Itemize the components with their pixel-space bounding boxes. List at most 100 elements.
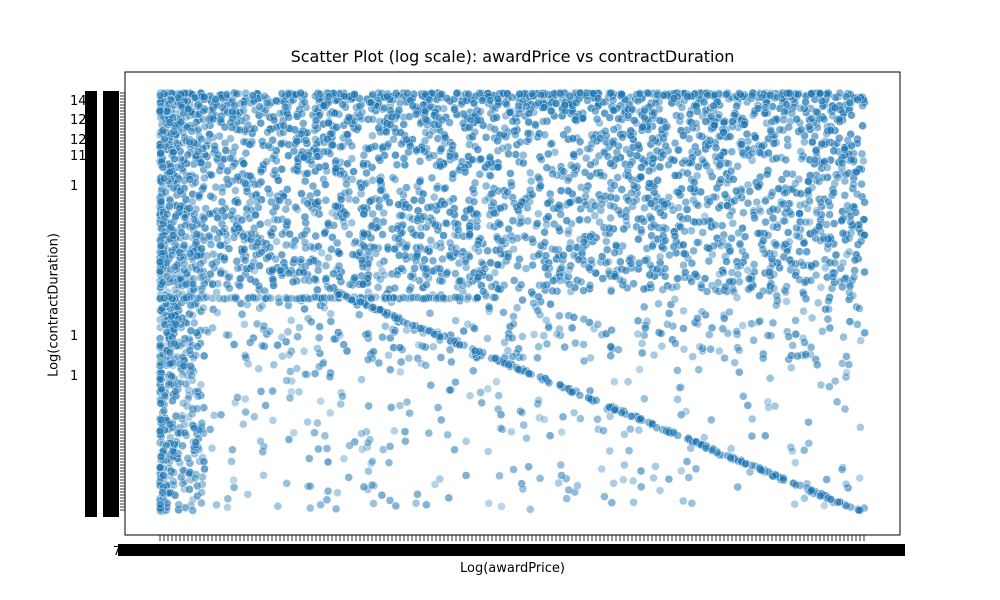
scatter-point (408, 135, 417, 144)
scatter-point (325, 89, 335, 98)
scatter-point (159, 280, 169, 289)
scatter-point (857, 165, 866, 174)
scatter-point (373, 93, 382, 103)
scatter-point (267, 197, 276, 207)
scatter-point (416, 213, 426, 222)
scatter-point (800, 278, 809, 287)
scatter-point (419, 100, 428, 110)
scatter-point (697, 440, 706, 449)
scatter-point (595, 118, 604, 128)
scatter-point (378, 333, 387, 342)
scatter-point (260, 108, 269, 118)
scatter-point (171, 354, 180, 363)
scatter-point (558, 172, 567, 181)
scatter-point (298, 152, 308, 162)
scatter-point (182, 401, 192, 411)
scatter-point (230, 197, 240, 206)
scatter-point (690, 318, 700, 327)
scatter-point (637, 110, 647, 120)
scatter-point (691, 438, 700, 447)
scatter-point (342, 179, 351, 189)
scatter-point (748, 281, 757, 290)
scatter-point (191, 93, 200, 103)
scatter-point (452, 109, 462, 119)
scatter-point (300, 196, 309, 206)
scatter-point (163, 292, 172, 301)
scatter-point (168, 147, 177, 156)
scatter-point (168, 335, 177, 344)
scatter-point (701, 88, 710, 98)
scatter-point (200, 104, 209, 114)
scatter-point (161, 236, 170, 245)
scatter-point (317, 293, 327, 302)
scatter-point (501, 98, 510, 108)
scatter-point (649, 154, 659, 163)
scatter-point (344, 113, 354, 122)
scatter-point (209, 148, 218, 158)
scatter-point (558, 103, 567, 113)
scatter-point (165, 488, 175, 497)
scatter-point (674, 145, 683, 155)
scatter-point (387, 94, 397, 103)
scatter-point (174, 174, 184, 184)
scatter-point (300, 90, 309, 100)
scatter-point (780, 286, 789, 295)
scatter-point (718, 221, 727, 230)
scatter-point (181, 379, 191, 389)
scatter-point (499, 89, 508, 98)
scatter-point (433, 181, 442, 191)
scatter-point (490, 354, 499, 363)
scatter-point (267, 98, 276, 107)
scatter-point (455, 340, 464, 350)
scatter-point (461, 255, 470, 265)
scatter-point (160, 302, 170, 312)
scatter-point (487, 189, 496, 199)
scatter-point (683, 434, 692, 444)
scatter-point (451, 378, 460, 387)
scatter-point (760, 465, 769, 475)
scatter-point (613, 173, 622, 182)
scatter-point (707, 222, 716, 232)
scatter-point (164, 424, 174, 434)
scatter-point (616, 101, 626, 110)
scatter-point (155, 295, 165, 304)
scatter-point (185, 485, 194, 494)
scatter-point (753, 181, 762, 191)
scatter-point (606, 201, 615, 210)
scatter-point (167, 311, 176, 321)
scatter-point (781, 183, 790, 193)
scatter-point (688, 437, 697, 446)
scatter-point (809, 489, 818, 498)
scatter-point (413, 106, 422, 116)
scatter-point (452, 249, 462, 258)
scatter-point (396, 367, 405, 377)
scatter-point (253, 233, 262, 243)
scatter-point (763, 331, 773, 340)
scatter-point (243, 359, 253, 368)
scatter-point (633, 96, 643, 106)
scatter-point (477, 258, 486, 267)
scatter-point (166, 438, 175, 448)
scatter-point (799, 151, 808, 161)
scatter-point (180, 420, 189, 429)
scatter-point (651, 196, 660, 206)
scatter-point (406, 283, 416, 292)
scatter-point (250, 124, 259, 133)
scatter-point (170, 175, 179, 185)
scatter-point (786, 92, 795, 102)
scatter-point (616, 209, 626, 219)
scatter-point (646, 199, 655, 208)
scatter-point (433, 403, 443, 412)
scatter-point (830, 278, 839, 287)
scatter-point (155, 105, 165, 115)
scatter-point (171, 121, 180, 130)
scatter-point (654, 328, 664, 337)
scatter-point (478, 93, 488, 103)
scatter-point (789, 479, 798, 488)
scatter-point (203, 327, 213, 337)
scatter-point (186, 92, 195, 102)
scatter-point (656, 153, 666, 162)
scatter-point (160, 497, 170, 506)
scatter-point (595, 168, 605, 177)
scatter-point (592, 114, 602, 124)
